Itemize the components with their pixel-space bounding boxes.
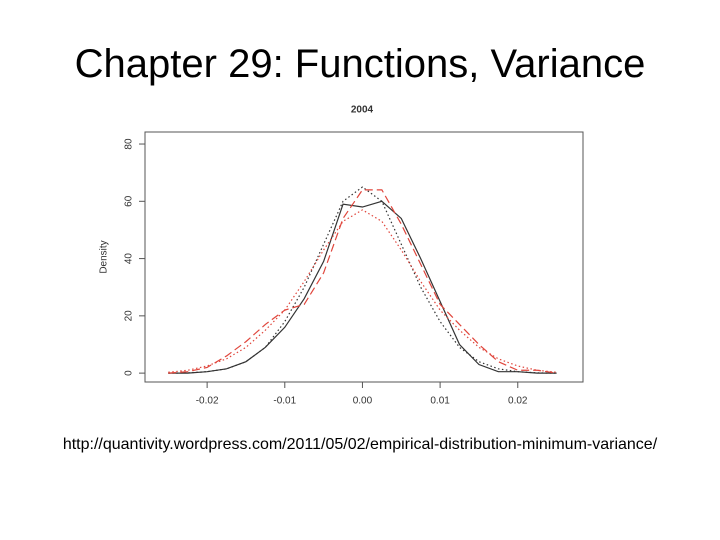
chart: 2004 Density 0 20 40 60 80 -0.02 -0.01 0.00 0.01…	[99, 105, 584, 407]
y-tick-label: 40	[124, 253, 135, 265]
density-line	[168, 189, 557, 374]
density-line	[168, 200, 557, 374]
x-tick-label: -0.01	[273, 396, 296, 407]
y-tick-label: 60	[124, 195, 135, 207]
y-axis-label: Density	[99, 240, 110, 273]
y-tick-label: 20	[124, 310, 135, 322]
source-url: http://quantivity.wordpress.com/2011/05/…	[62, 436, 658, 453]
x-tick-label: -0.02	[196, 396, 219, 407]
density-line	[168, 209, 557, 373]
y-tick-label: 80	[124, 138, 135, 150]
x-tick-label: 0.02	[508, 396, 528, 407]
x-tick-label: 0.01	[430, 396, 450, 407]
slide-title: Chapter 29: Functions, Variance	[74, 42, 646, 86]
density-line	[168, 186, 557, 374]
plot-frame	[144, 131, 584, 383]
chart-title: 2004	[351, 105, 374, 116]
x-tick-label: 0.00	[353, 396, 373, 407]
y-tick-label: 0	[124, 370, 135, 376]
